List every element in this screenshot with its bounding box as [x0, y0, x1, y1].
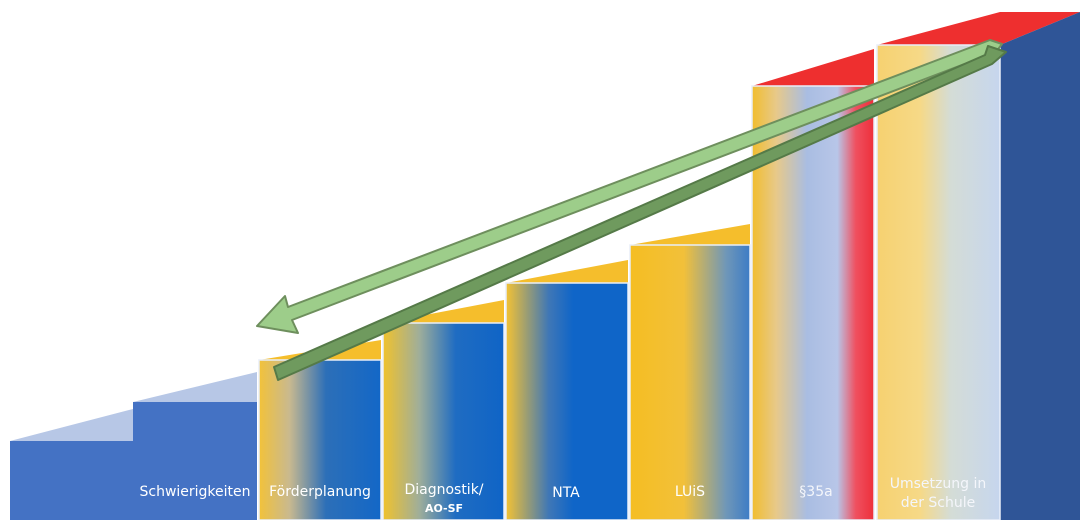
step-35a: §35a: [751, 49, 875, 520]
step-nta: NTA: [505, 260, 629, 520]
arrow-forward: [273, 45, 1007, 381]
step-diagnostik: Diagnostik/ AO-SF: [382, 300, 505, 520]
step-luis: LUiS: [629, 224, 751, 520]
step-umsetzung: Umsetzung in der Schule: [876, 12, 1080, 520]
step-schwierigkeiten: Schwierigkeiten: [133, 372, 257, 520]
step-label-nta: NTA: [552, 485, 580, 501]
step-label-umsetzung-line2: der Schule: [901, 495, 976, 511]
step-base: [10, 409, 133, 520]
step-label-foerderplanung: Förderplanung: [269, 484, 371, 500]
step-label-diagnostik-line2: AO-SF: [425, 502, 463, 515]
step-label-luis: LUiS: [675, 484, 705, 500]
step-label-diagnostik: Diagnostik/: [404, 482, 483, 498]
step-label-35a: §35a: [799, 484, 832, 500]
arrow-back: [256, 39, 1003, 334]
step-label-schwierigkeiten: Schwierigkeiten: [139, 484, 250, 500]
step-label-umsetzung: Umsetzung in: [890, 476, 986, 492]
